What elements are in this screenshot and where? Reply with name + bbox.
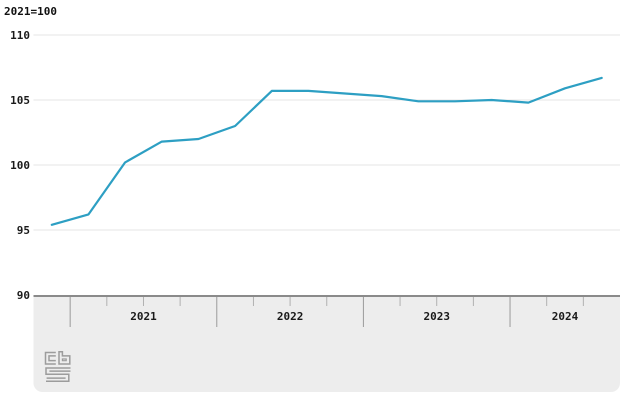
logo-letter-b (58, 351, 71, 365)
y-axis-tick-label: 95 (17, 224, 30, 237)
x-axis-year-label: 2021 (130, 310, 157, 323)
cbs-logo-icon (44, 351, 72, 384)
x-axis-year-label: 2023 (423, 310, 450, 323)
y-axis-tick-label: 105 (10, 94, 30, 107)
y-axis-tick-label: 110 (10, 29, 30, 42)
logo-letter-c (44, 351, 56, 365)
unit-label: 2021=100 (4, 5, 57, 18)
series-line (50, 76, 603, 226)
x-axis-year-label: 2024 (552, 310, 579, 323)
y-axis-tick-label: 100 (10, 159, 30, 172)
logo-letter-s (45, 367, 71, 382)
y-axis-tick-label: 90 (17, 289, 30, 302)
x-axis-year-label: 2022 (277, 310, 304, 323)
x-axis-band (33, 296, 620, 392)
